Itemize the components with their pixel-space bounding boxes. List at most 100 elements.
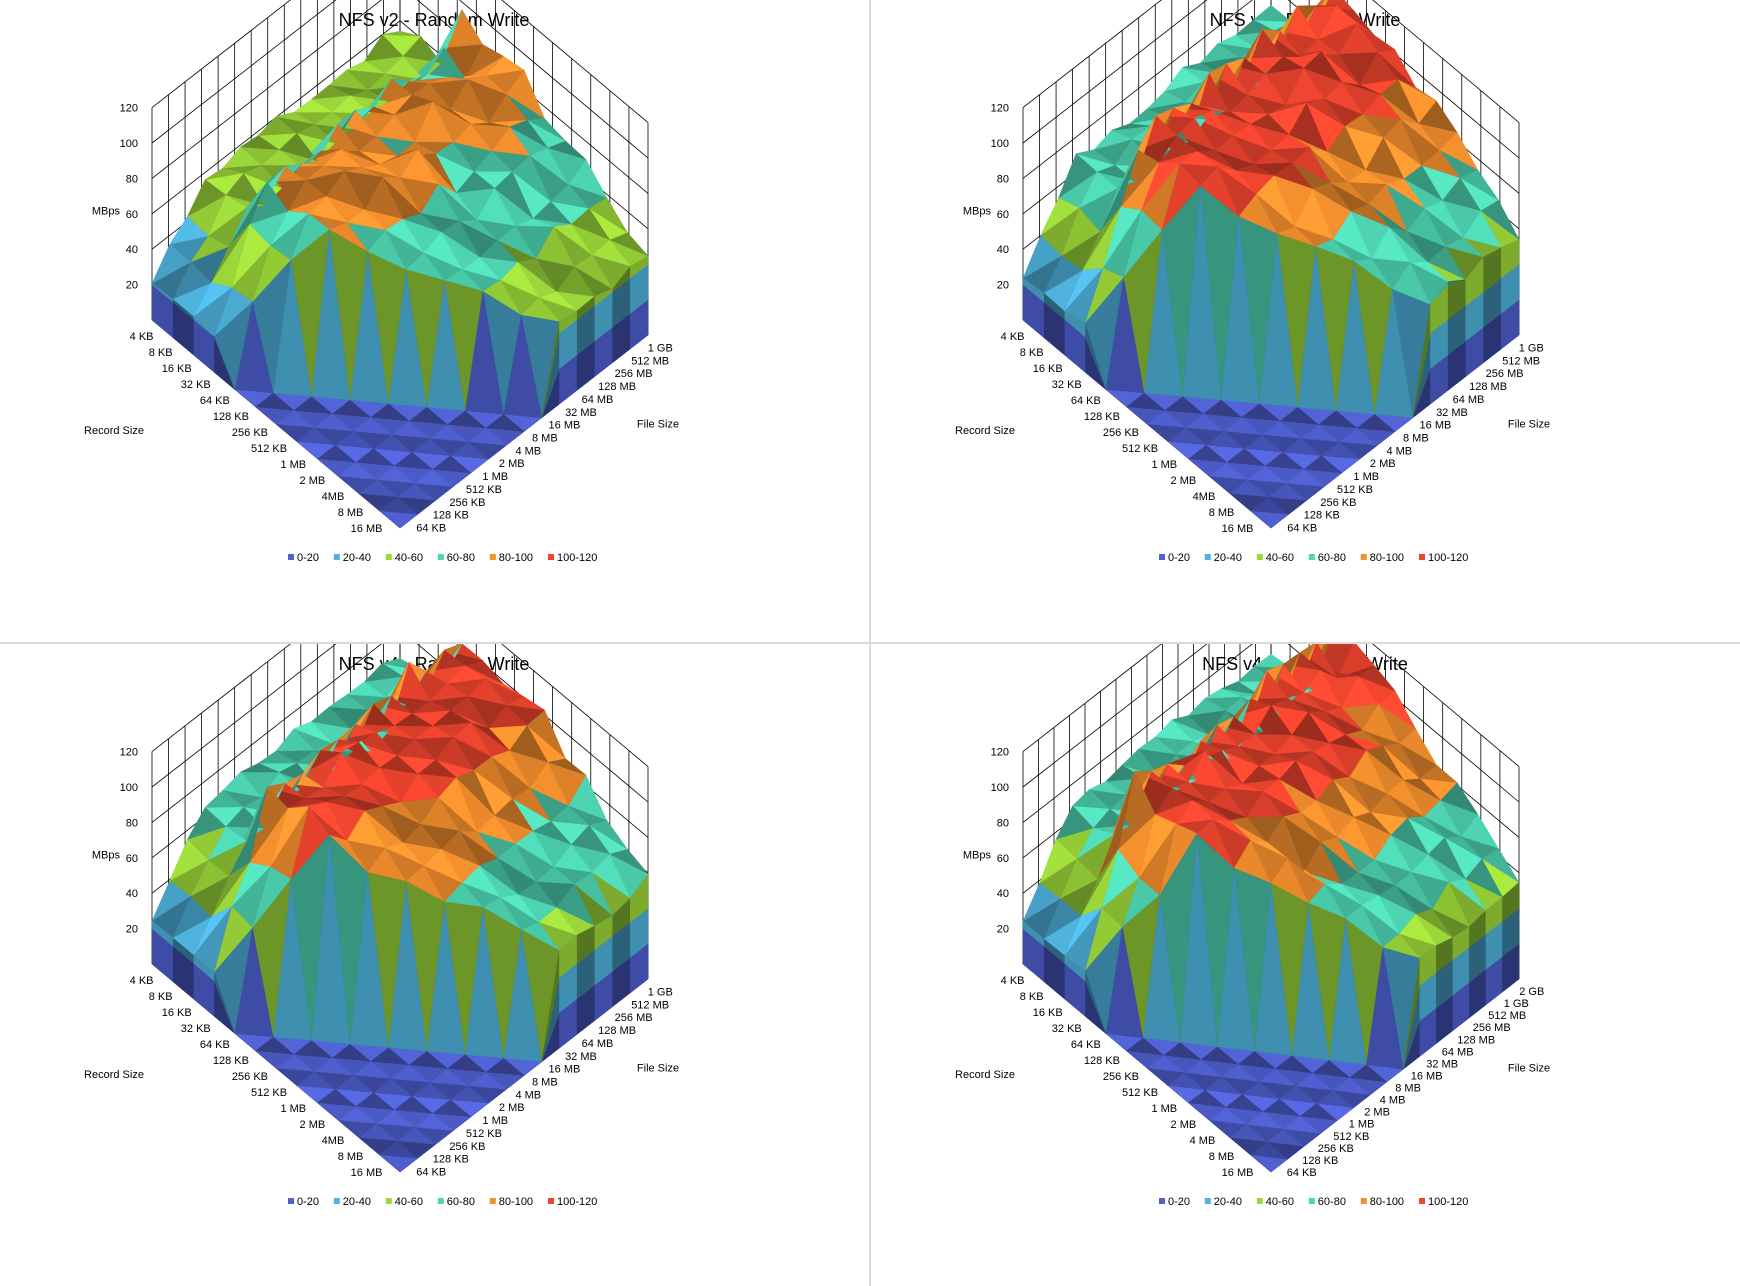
- legend-label: 100-120: [557, 1196, 597, 1208]
- file-size-tick: 256 KB: [1320, 497, 1356, 509]
- surface: [151, 9, 649, 529]
- grid-line: [151, 644, 649, 803]
- legend-label: 40-60: [1266, 552, 1294, 564]
- record-size-tick: 4MB: [322, 491, 345, 503]
- surface-facet: [1199, 43, 1240, 64]
- surface-facet: [151, 880, 191, 922]
- surface-facet: [205, 167, 244, 180]
- chart-panel-nfs-v4: NFS v4 - Random Write20406080100120MBps4…: [0, 644, 869, 1286]
- legend-swatch: [548, 554, 554, 560]
- record-size-tick: 64 KB: [1071, 1039, 1101, 1051]
- file-size-tick: 8 MB: [532, 1077, 558, 1089]
- surface-facet: [169, 215, 209, 245]
- record-size-tick: 8 MB: [338, 1151, 364, 1163]
- file-size-axis-label: File Size: [637, 418, 679, 430]
- legend-swatch: [437, 1198, 444, 1204]
- file-size-axis-label: File Size: [1508, 1062, 1550, 1074]
- legend-label: 80-100: [1370, 1196, 1404, 1208]
- chart-panel-nfs-v3: NFS v3 - Random Write20406080100120MBps4…: [871, 0, 1740, 642]
- surface-facet: [1076, 149, 1115, 166]
- file-size-tick: 1 MB: [482, 1115, 508, 1127]
- z-tick-label: 40: [126, 888, 138, 900]
- record-size-axis: 4 KB 8 KB 16 KB 32 KB 64 KB 128 KB 256 KB 512 K…: [84, 331, 382, 535]
- file-size-tick: 2 MB: [499, 1102, 525, 1114]
- file-size-tick: 128 KB: [1302, 1155, 1338, 1167]
- z-tick-label: 40: [126, 244, 138, 256]
- z-tick-label: 20: [997, 280, 1009, 292]
- legend-label: 80-100: [499, 1196, 533, 1208]
- legend-swatch: [1419, 1198, 1425, 1204]
- record-size-tick: 32 KB: [181, 1023, 211, 1035]
- file-size-tick: 512 MB: [1502, 355, 1540, 367]
- file-size-tick: 64 MB: [1442, 1046, 1474, 1058]
- file-size-tick: 16 MB: [1420, 420, 1452, 432]
- surface-facet: [1138, 736, 1177, 755]
- file-size-tick: 128 MB: [1469, 381, 1507, 393]
- z-tick-label: 80: [997, 817, 1009, 829]
- file-size-tick: 2 MB: [1370, 458, 1396, 470]
- file-size-tick: 32 MB: [565, 407, 597, 419]
- curtain-segment: [151, 282, 173, 303]
- z-tick-label: 100: [991, 138, 1009, 150]
- record-size-tick: 32 KB: [1052, 1023, 1082, 1035]
- legend-label: 0-20: [297, 552, 319, 564]
- legend-label: 100-120: [1428, 552, 1468, 564]
- file-size-tick: 512 KB: [466, 1128, 502, 1140]
- grid-line: [151, 0, 649, 194]
- grid-line: [1022, 644, 1520, 767]
- record-size-axis-label: Record Size: [84, 1069, 144, 1081]
- file-size-tick: 64 KB: [1287, 1167, 1317, 1179]
- record-size-tick: 8 KB: [149, 347, 173, 359]
- surface-facet: [1039, 838, 1078, 884]
- surface-facet: [346, 681, 386, 698]
- z-tick-label: 60: [997, 209, 1009, 221]
- file-size-tick: 128 MB: [598, 381, 636, 393]
- surface-facet: [222, 771, 262, 798]
- surface-facet: [293, 99, 333, 113]
- record-size-tick: 128 KB: [1084, 1055, 1120, 1067]
- record-size-tick: 128 KB: [213, 1055, 249, 1067]
- record-size-tick: 256 KB: [232, 427, 268, 439]
- chart-panel-nfs-v2: NFS v2 - Random Write 20 40 60 80 100 120 MBps 4…: [0, 0, 869, 642]
- record-size-tick: 2 MB: [300, 475, 326, 487]
- record-size-tick: 16 MB: [351, 523, 383, 535]
- surface-facet: [204, 789, 245, 808]
- legend-swatch: [288, 1198, 294, 1204]
- z-tick-label: 120: [120, 747, 138, 759]
- surface-facet: [186, 179, 227, 217]
- legend-swatch: [1256, 1198, 1263, 1204]
- surface-curtain: [151, 255, 649, 419]
- file-size-tick: 512 KB: [466, 484, 502, 496]
- surface-facet: [1220, 681, 1259, 695]
- legend: 0-20 20-40 40-60 60-80 80-100 100-120: [288, 552, 597, 564]
- legend-swatch: [437, 554, 444, 560]
- record-size-tick: 64 KB: [200, 1039, 230, 1051]
- surface-facet: [1055, 805, 1094, 840]
- surface-chart-nfs-v2: NFS v2 - Random Write 20 40 60 80 100 120 MBps 4…: [84, 0, 679, 564]
- file-size-tick: 512 KB: [1337, 484, 1373, 496]
- record-size-tick: 4 KB: [1001, 975, 1025, 987]
- z-tick-label: 120: [991, 103, 1009, 115]
- legend-swatch: [1204, 1198, 1211, 1204]
- surface-facet: [346, 60, 386, 74]
- file-size-tick: 256 KB: [1318, 1143, 1354, 1155]
- file-size-tick: 128 KB: [433, 510, 469, 522]
- record-size-tick: 256 KB: [1103, 1071, 1139, 1083]
- file-size-tick: 2 GB: [1519, 986, 1544, 998]
- record-size-tick: 8 KB: [1020, 991, 1044, 1003]
- file-size-tick: 256 MB: [615, 1012, 653, 1024]
- surface-facet: [1171, 715, 1210, 735]
- record-size-tick: 128 KB: [1084, 411, 1120, 423]
- record-size-tick: 512 KB: [1122, 1087, 1158, 1099]
- grid-line: [151, 0, 649, 123]
- surface-facet: [1128, 108, 1169, 125]
- z-tick-label: 100: [120, 782, 138, 794]
- record-size-tick: 32 KB: [181, 379, 211, 391]
- record-size-tick: 64 KB: [200, 395, 230, 407]
- horizontal-divider: [0, 642, 1740, 644]
- file-size-tick: 4 MB: [1380, 1095, 1406, 1107]
- surface-facet: [257, 750, 298, 764]
- file-size-tick: 128 KB: [433, 1154, 469, 1166]
